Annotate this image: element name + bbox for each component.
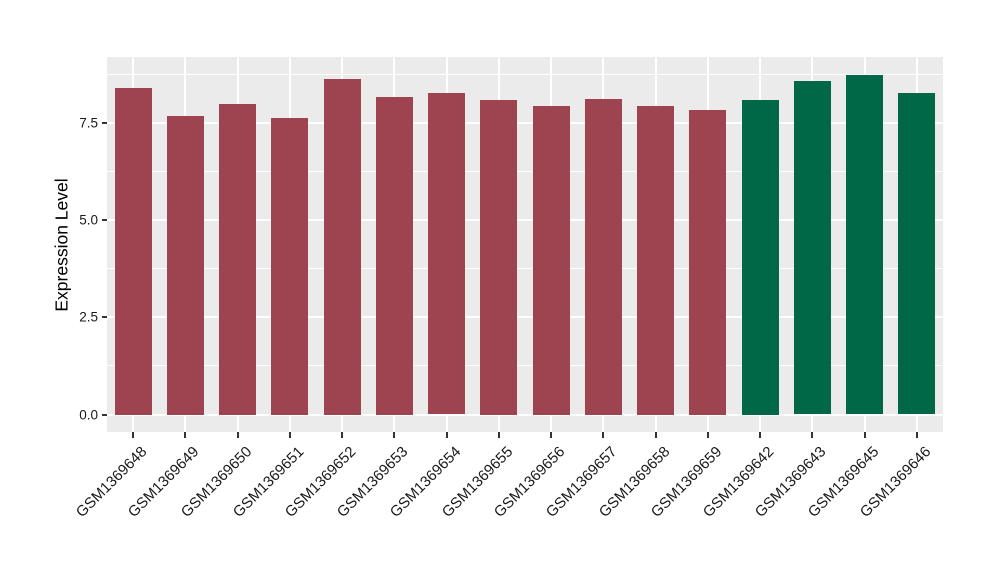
x-tick-mark (863, 432, 866, 438)
bar-GSM1369657 (584, 98, 622, 415)
y-tick-label: 0.0 (79, 406, 98, 422)
bar-GSM1369646 (898, 93, 936, 415)
x-tick-mark (236, 432, 239, 438)
y-axis-title: Expression Level (51, 178, 72, 312)
x-tick-mark (811, 432, 814, 438)
bar-GSM1369659 (689, 110, 727, 415)
x-tick-mark (132, 432, 135, 438)
x-tick-mark (341, 432, 344, 438)
y-tick-label: 7.5 (79, 115, 98, 131)
minor-gridline (107, 171, 943, 173)
major-gridline (107, 316, 943, 319)
minor-gridline (107, 73, 943, 75)
x-tick-mark (184, 432, 187, 438)
bar-GSM1369658 (637, 105, 675, 415)
minor-gridline (107, 365, 943, 367)
x-tick-mark (706, 432, 709, 438)
y-tick-mark (102, 413, 107, 416)
x-tick-mark (393, 432, 396, 438)
major-gridline (107, 219, 943, 222)
bar-GSM1369654 (428, 93, 466, 415)
x-tick-mark (550, 432, 553, 438)
x-tick-mark (915, 432, 918, 438)
y-tick-mark (102, 316, 107, 319)
bar-GSM1369651 (271, 118, 309, 415)
bar-GSM1369656 (532, 105, 570, 415)
x-tick-mark (497, 432, 500, 438)
bar-GSM1369649 (166, 116, 204, 415)
y-tick-mark (102, 219, 107, 222)
bar-GSM1369645 (846, 75, 884, 415)
x-tick-mark (759, 432, 762, 438)
x-tick-mark (288, 432, 291, 438)
x-tick-mark (654, 432, 657, 438)
bar-GSM1369650 (219, 104, 257, 415)
major-gridline (107, 122, 943, 125)
bar-GSM1369655 (480, 100, 518, 415)
y-tick-mark (102, 122, 107, 125)
bar-GSM1369643 (793, 81, 831, 415)
major-gridline (107, 413, 943, 416)
x-tick-mark (445, 432, 448, 438)
y-tick-label: 5.0 (79, 212, 98, 228)
plot-panel (107, 57, 943, 432)
bar-GSM1369648 (114, 88, 152, 415)
bar-GSM1369652 (323, 79, 361, 415)
bar-GSM1369653 (375, 97, 413, 415)
y-tick-label: 2.5 (79, 309, 98, 325)
minor-gridline (107, 268, 943, 270)
x-tick-mark (602, 432, 605, 438)
bar-GSM1369642 (741, 100, 779, 415)
